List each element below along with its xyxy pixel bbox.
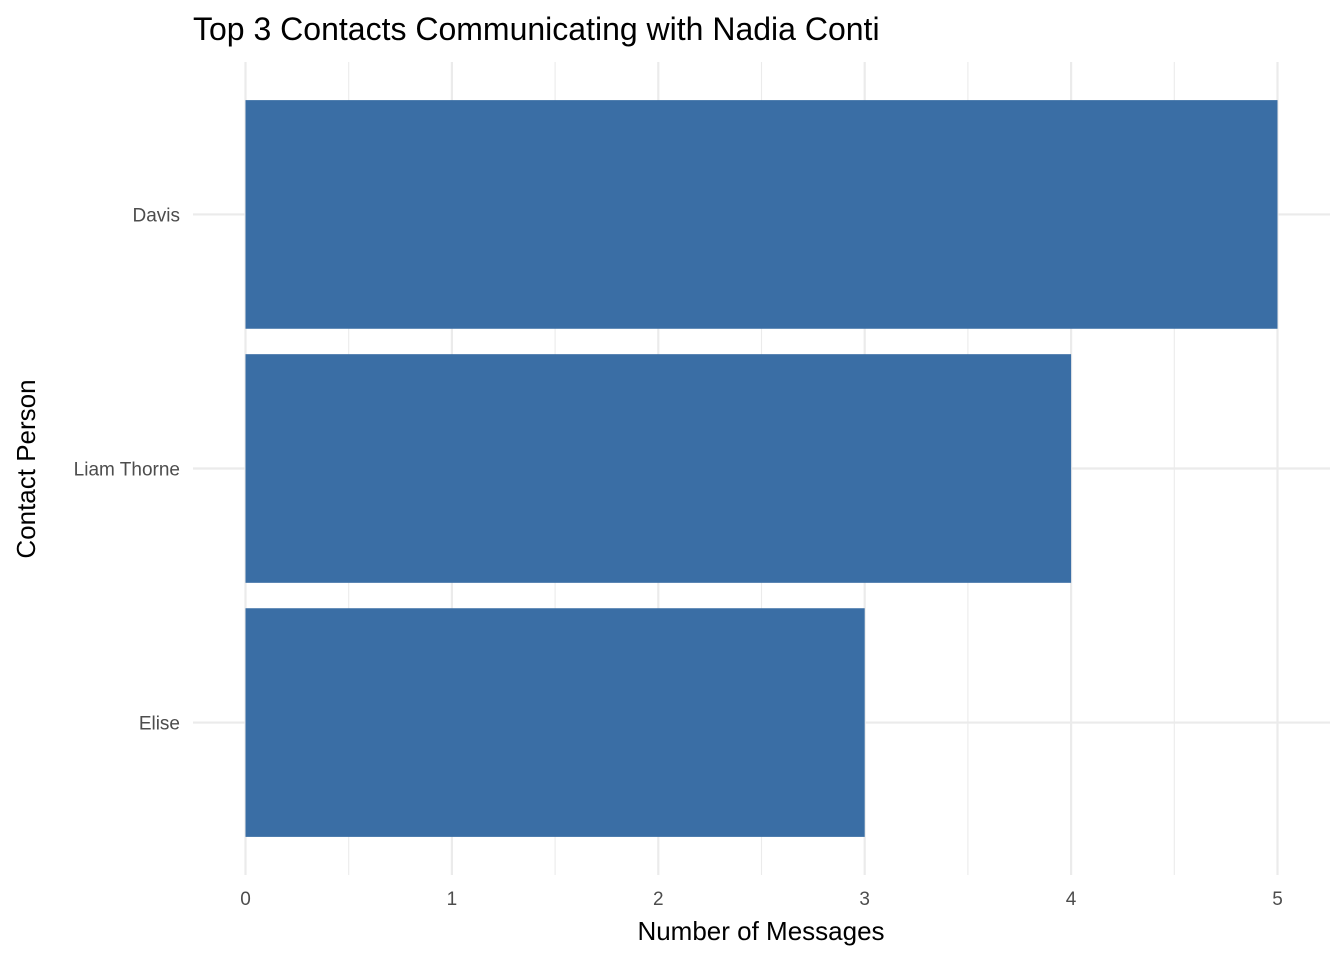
bar-liam-thorne xyxy=(245,354,1072,583)
x-tick-label: 0 xyxy=(240,889,251,910)
x-tick-label: 4 xyxy=(1066,889,1077,910)
x-tick-label: 3 xyxy=(859,889,870,910)
x-axis-title: Number of Messages xyxy=(637,916,884,946)
x-axis-ticks: 0 1 2 3 4 5 xyxy=(240,889,1283,910)
y-tick-label: Elise xyxy=(139,714,180,735)
chart-title: Top 3 Contacts Communicating with Nadia … xyxy=(193,11,880,47)
bar-elise xyxy=(245,608,865,837)
bars xyxy=(245,100,1278,837)
y-tick-label: Davis xyxy=(132,205,180,226)
x-tick-label: 5 xyxy=(1272,889,1283,910)
x-tick-label: 1 xyxy=(447,889,458,910)
y-tick-label: Liam Thorne xyxy=(74,460,180,481)
x-tick-label: 2 xyxy=(653,889,664,910)
y-axis-title: Contact Person xyxy=(11,379,41,558)
bar-davis xyxy=(245,100,1278,329)
y-axis-ticks: Davis Liam Thorne Elise xyxy=(74,205,180,734)
